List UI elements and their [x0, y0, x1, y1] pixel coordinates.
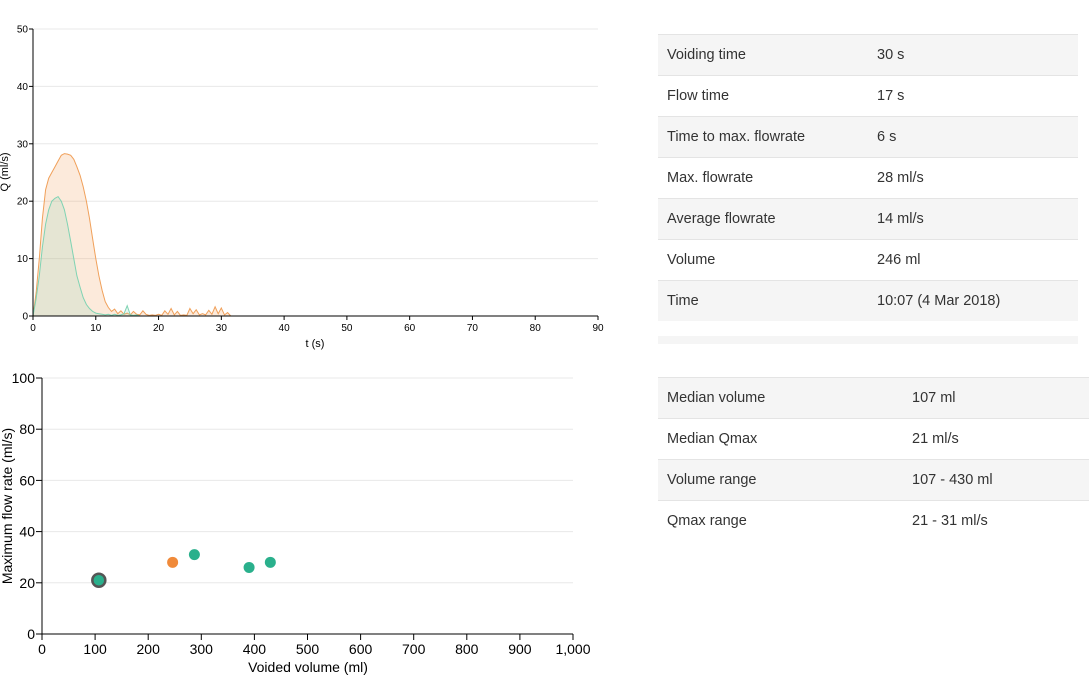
x-tick-label: 700	[402, 641, 426, 657]
x-tick-label: 40	[279, 323, 291, 334]
flow-grid	[33, 28, 598, 260]
x-tick-label: 1,000	[555, 641, 590, 657]
stat-label: Max. flowrate	[658, 157, 858, 199]
stat-label: Volume	[658, 239, 858, 281]
x-tick-label: 80	[530, 323, 542, 334]
y-tick-label: 30	[17, 139, 29, 150]
x-tick-label: 0	[38, 641, 46, 657]
x-tick-label: 90	[592, 323, 604, 334]
y-tick-label: 40	[19, 524, 35, 540]
summary-value: 21 - 31 ml/s	[895, 500, 1089, 541]
summary-label: Qmax range	[658, 500, 895, 541]
stat-value: 17 s	[858, 75, 1078, 117]
scatter-chart: 0 20 40 60 80 100 0 100 200 300 400 500 600 700 800 900…	[0, 370, 591, 675]
summary-label: Volume range	[658, 459, 895, 501]
flow-curve-chart: 0 10 20 30 40 50 0 10 20 30 40 50 60 70 80 90 t (s) Q (…	[0, 25, 604, 351]
stat-value: 14 ml/s	[858, 198, 1078, 240]
x-tick-label: 300	[190, 641, 214, 657]
y-tick-label: 80	[19, 421, 35, 437]
flow-axes: 0 10 20 30 40 50 0 10 20 30 40 50 60 70 80 90	[17, 25, 604, 335]
x-tick-label: 500	[296, 641, 320, 657]
scatter-point	[188, 549, 200, 561]
x-tick-label: 0	[30, 323, 36, 334]
flow-x-axis-label: t (s)	[306, 338, 325, 350]
table-row: Max. flowrate 28 ml/s	[658, 157, 1078, 199]
series-line-1	[32, 195, 140, 317]
table-row: Time 10:07 (4 Mar 2018)	[658, 280, 1078, 321]
summary-label: Median volume	[658, 377, 895, 419]
y-tick-label: 40	[17, 82, 29, 93]
table-row: Qmax range 21 - 31 ml/s	[658, 500, 1089, 541]
stat-value: 10:07 (4 Mar 2018)	[858, 280, 1078, 321]
x-tick-label: 100	[83, 641, 107, 657]
series-area-0	[33, 153, 231, 316]
table-row: Volume 246 ml	[658, 239, 1078, 281]
stat-label: Time to max. flowrate	[658, 116, 858, 158]
stat-value: 6 s	[858, 116, 1078, 158]
table-row: Flow time 17 s	[658, 75, 1078, 117]
stat-value: 246 ml	[858, 239, 1078, 281]
y-tick-label: 20	[17, 197, 29, 208]
scatter-point	[264, 556, 276, 568]
y-tick-label: 10	[17, 254, 29, 265]
table-row: Volume range 107 - 430 ml	[658, 459, 1089, 501]
scatter-points	[91, 549, 276, 588]
voiding-stats-table: Voiding time 30 s Flow time 17 s Time to m…	[658, 34, 1078, 321]
flow-y-axis-label: Q (ml/s)	[0, 152, 11, 191]
stat-value: 30 s	[858, 34, 1078, 76]
stat-label: Average flowrate	[658, 198, 858, 240]
table-divider	[658, 336, 1078, 344]
y-tick-label: 100	[12, 370, 36, 386]
scatter-x-axis-label: Voided volume (ml)	[248, 659, 368, 675]
series-line-0	[32, 153, 232, 317]
summary-value: 107 ml	[895, 377, 1089, 419]
table-row: Median Qmax 21 ml/s	[658, 418, 1089, 460]
stat-label: Time	[658, 280, 858, 321]
stat-label: Voiding time	[658, 34, 858, 76]
x-tick-label: 20	[153, 323, 165, 334]
x-tick-label: 900	[508, 641, 532, 657]
x-tick-label: 70	[467, 323, 479, 334]
summary-value: 107 - 430 ml	[895, 459, 1089, 501]
scatter-point	[167, 556, 179, 568]
x-tick-label: 60	[404, 323, 416, 334]
flow-series	[32, 153, 232, 317]
summary-value: 21 ml/s	[895, 418, 1089, 460]
x-tick-label: 600	[349, 641, 373, 657]
x-tick-label: 10	[90, 323, 102, 334]
stat-value: 28 ml/s	[858, 157, 1078, 199]
series-area-1	[33, 196, 140, 316]
stat-label: Flow time	[658, 75, 858, 117]
summary-stats-table: Median volume 107 ml Median Qmax 21 ml/s V…	[658, 377, 1089, 541]
x-tick-label: 400	[243, 641, 267, 657]
summary-label: Median Qmax	[658, 418, 895, 460]
x-tick-label: 200	[137, 641, 161, 657]
x-tick-label: 50	[341, 323, 353, 334]
table-row: Time to max. flowrate 6 s	[658, 116, 1078, 158]
scatter-axes: 0 20 40 60 80 100 0 100 200 300 400 500 600 700 800 900…	[12, 370, 591, 657]
table-row: Median volume 107 ml	[658, 377, 1089, 419]
y-tick-label: 50	[17, 25, 29, 36]
scatter-grid	[42, 377, 573, 584]
y-tick-label: 20	[19, 575, 35, 591]
y-tick-label: 0	[27, 626, 35, 642]
table-row: Average flowrate 14 ml/s	[658, 198, 1078, 240]
y-tick-label: 0	[22, 312, 28, 323]
scatter-point	[243, 561, 255, 573]
table-row: Voiding time 30 s	[658, 34, 1078, 76]
x-tick-label: 30	[216, 323, 228, 334]
y-tick-label: 60	[19, 472, 35, 488]
x-tick-label: 800	[455, 641, 479, 657]
scatter-point	[91, 572, 107, 588]
scatter-y-axis-label: Maximum flow rate (ml/s)	[0, 428, 15, 584]
